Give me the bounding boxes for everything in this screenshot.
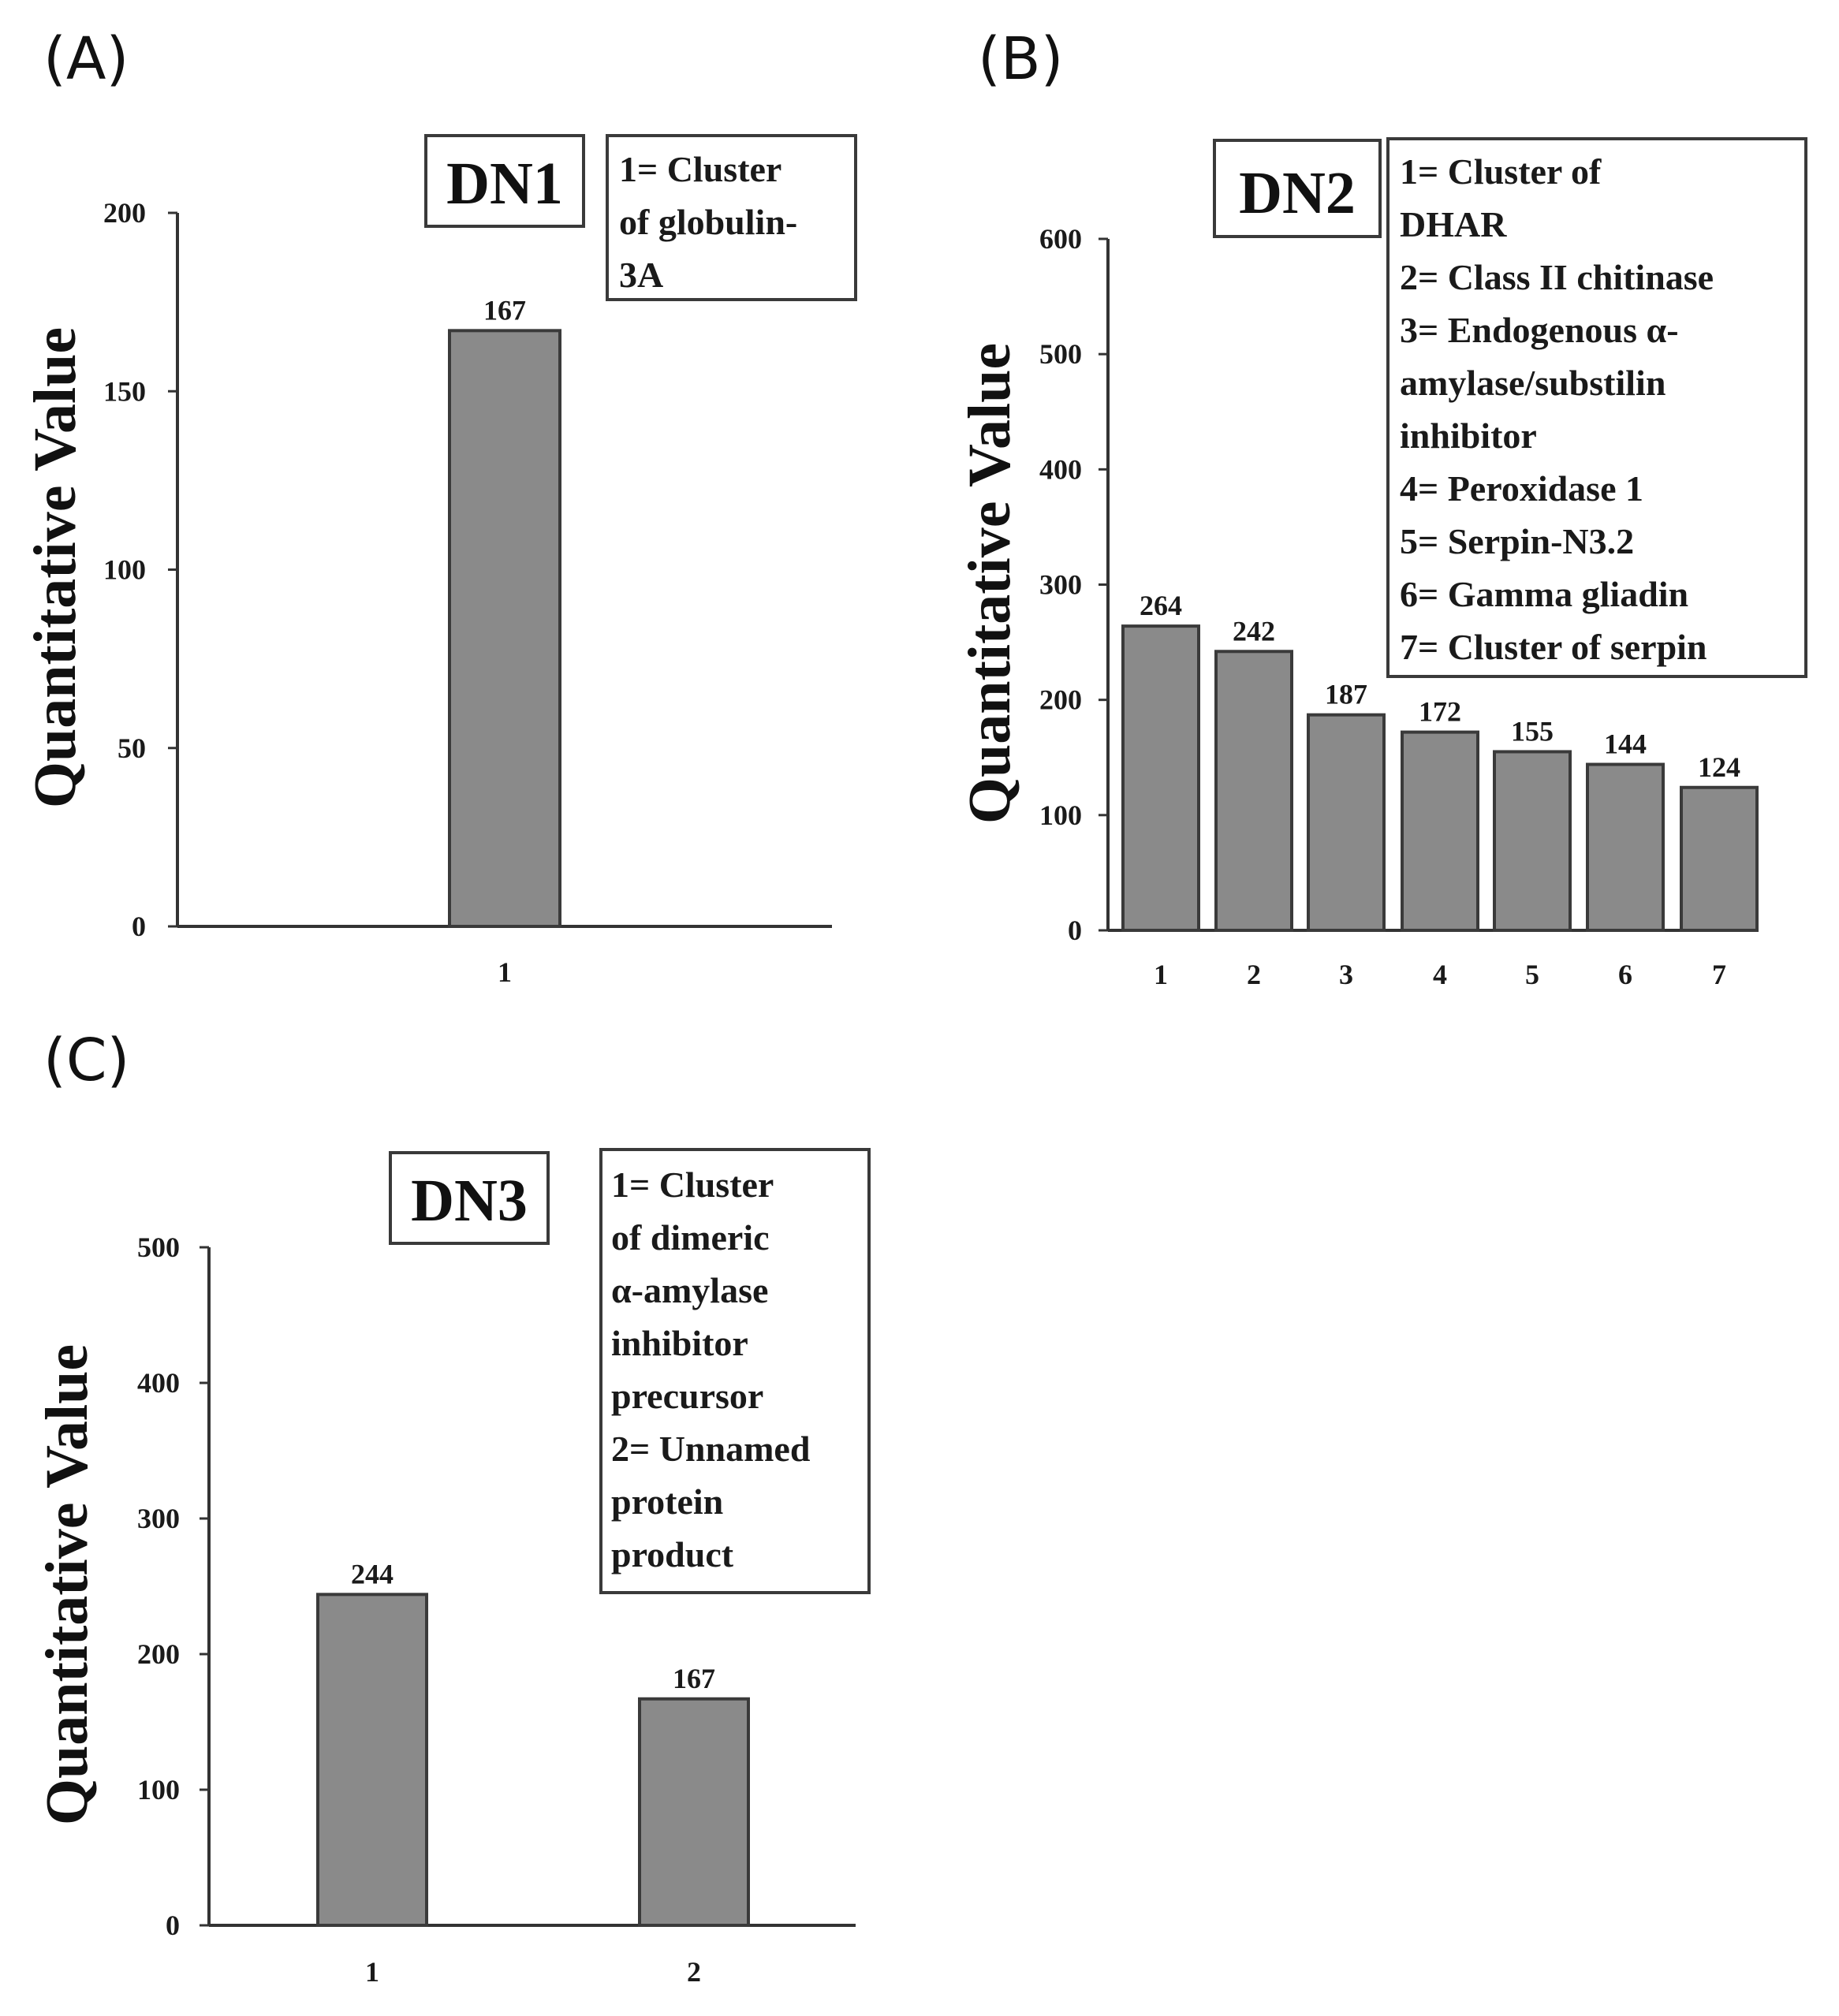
bar: [638, 1697, 750, 1927]
y-tick-label: 0: [1068, 915, 1082, 946]
y-tick-label: 200: [1039, 684, 1082, 716]
bar-value-label: 242: [1233, 615, 1275, 647]
legend-entry: product: [611, 1534, 734, 1574]
bar-value-label: 187: [1325, 679, 1367, 710]
y-axis-label: Quantitative Value: [22, 327, 88, 808]
y-tick-label: 0: [132, 911, 146, 942]
chart-panel-dn2: (B) 0 100 200 300 400 500 600 264 1 242 2 187 3 172 4 15…: [957, 25, 1807, 990]
bar-value-label: 264: [1140, 590, 1182, 621]
y-tick-label: 600: [1039, 223, 1082, 255]
legend-entry: DHAR: [1400, 204, 1507, 244]
bar-value-label: 172: [1419, 696, 1461, 728]
legend-entry: 7= Cluster of serpin: [1400, 627, 1707, 667]
bar: [316, 1593, 428, 1927]
legend-entry: 3= Endogenous α-: [1400, 310, 1679, 350]
x-tick-label: 1: [1154, 959, 1168, 990]
bar: [1401, 730, 1479, 932]
y-tick-label: 400: [137, 1367, 180, 1399]
legend-entry: inhibitor: [611, 1323, 748, 1363]
legend-entry: 1= Cluster: [611, 1165, 774, 1205]
bar: [1307, 713, 1386, 932]
bar: [448, 329, 561, 928]
bar: [1493, 750, 1572, 932]
chart-title: DN1: [446, 151, 563, 217]
legend-entry: 2= Class II chitinase: [1400, 257, 1714, 297]
bar-value-label: 155: [1511, 715, 1554, 747]
chart-title: DN2: [1239, 160, 1356, 226]
bar: [1214, 650, 1293, 932]
bar-value-label: 124: [1698, 751, 1740, 783]
y-tick-label: 100: [103, 554, 146, 586]
y-tick-label: 100: [1039, 799, 1082, 831]
legend-entry: inhibitor: [1400, 415, 1537, 456]
legend-entry: α-amylase: [611, 1270, 768, 1310]
y-tick-label: 100: [137, 1774, 180, 1805]
x-tick-label: 3: [1339, 959, 1353, 990]
bar: [1680, 785, 1759, 933]
y-tick-label: 300: [137, 1503, 180, 1534]
y-tick-label: 500: [1039, 338, 1082, 370]
y-tick-label: 0: [166, 1910, 180, 1941]
x-tick-label: 7: [1712, 959, 1726, 990]
legend-entry: 2= Unnamed: [611, 1429, 811, 1469]
y-tick-label: 400: [1039, 453, 1082, 485]
bar: [1586, 762, 1665, 933]
legend-entry: 4= Peroxidase 1: [1400, 468, 1643, 509]
y-axis-label: Quantitative Value: [957, 343, 1023, 824]
legend-box: [606, 134, 857, 301]
bar-value-label: 244: [351, 1558, 394, 1589]
x-tick-label: 2: [687, 1956, 701, 1988]
panel-label: (B): [978, 25, 1064, 93]
legend-entry: 1= Cluster of: [1400, 151, 1602, 192]
y-tick-label: 300: [1039, 569, 1082, 601]
panel-label: (C): [43, 1027, 129, 1094]
legend-entry: of globulin-: [619, 202, 797, 242]
legend-entry: precursor: [611, 1376, 763, 1416]
x-tick-label: 1: [498, 956, 512, 988]
panel-label: (A): [43, 25, 129, 93]
legend-box: [599, 1148, 871, 1594]
chart-panel-dn1: (A) 0 50 100 150 200 167 1 Quantitative Value DN1…: [22, 25, 857, 988]
bar-value-label: 144: [1604, 729, 1647, 760]
legend-entry: amylase/substilin: [1400, 363, 1666, 403]
legend-entry: of dimeric: [611, 1217, 770, 1258]
title-box: [1213, 139, 1382, 238]
title-box: [389, 1151, 550, 1245]
title-box: [424, 134, 585, 228]
legend-entry: 6= Gamma gliadin: [1400, 574, 1688, 614]
x-tick-label: 1: [365, 1956, 379, 1988]
x-tick-label: 6: [1618, 959, 1632, 990]
legend-entry: 5= Serpin-N3.2: [1400, 521, 1634, 561]
legend-entry: protein: [611, 1481, 723, 1522]
x-tick-label: 4: [1433, 959, 1447, 990]
y-tick-label: 500: [137, 1232, 180, 1263]
y-tick-label: 200: [103, 197, 146, 229]
chart-title: DN3: [411, 1168, 528, 1234]
chart-panel-dn3: (C) 0 100 200 300 400 500 244 1 167 2 Quantitative …: [34, 1027, 871, 1988]
x-tick-label: 2: [1247, 959, 1261, 990]
x-tick-label: 5: [1525, 959, 1539, 990]
bar: [1121, 624, 1200, 932]
y-tick-label: 50: [118, 732, 146, 764]
legend-box: [1386, 137, 1807, 678]
bar-value-label: 167: [483, 294, 526, 326]
bar-value-label: 167: [673, 1663, 715, 1694]
legend-entry: 3A: [619, 255, 663, 295]
y-axis-label: Quantitative Value: [34, 1344, 100, 1825]
y-tick-label: 200: [137, 1638, 180, 1670]
y-tick-label: 150: [103, 375, 146, 407]
legend-entry: 1= Cluster: [619, 149, 781, 189]
